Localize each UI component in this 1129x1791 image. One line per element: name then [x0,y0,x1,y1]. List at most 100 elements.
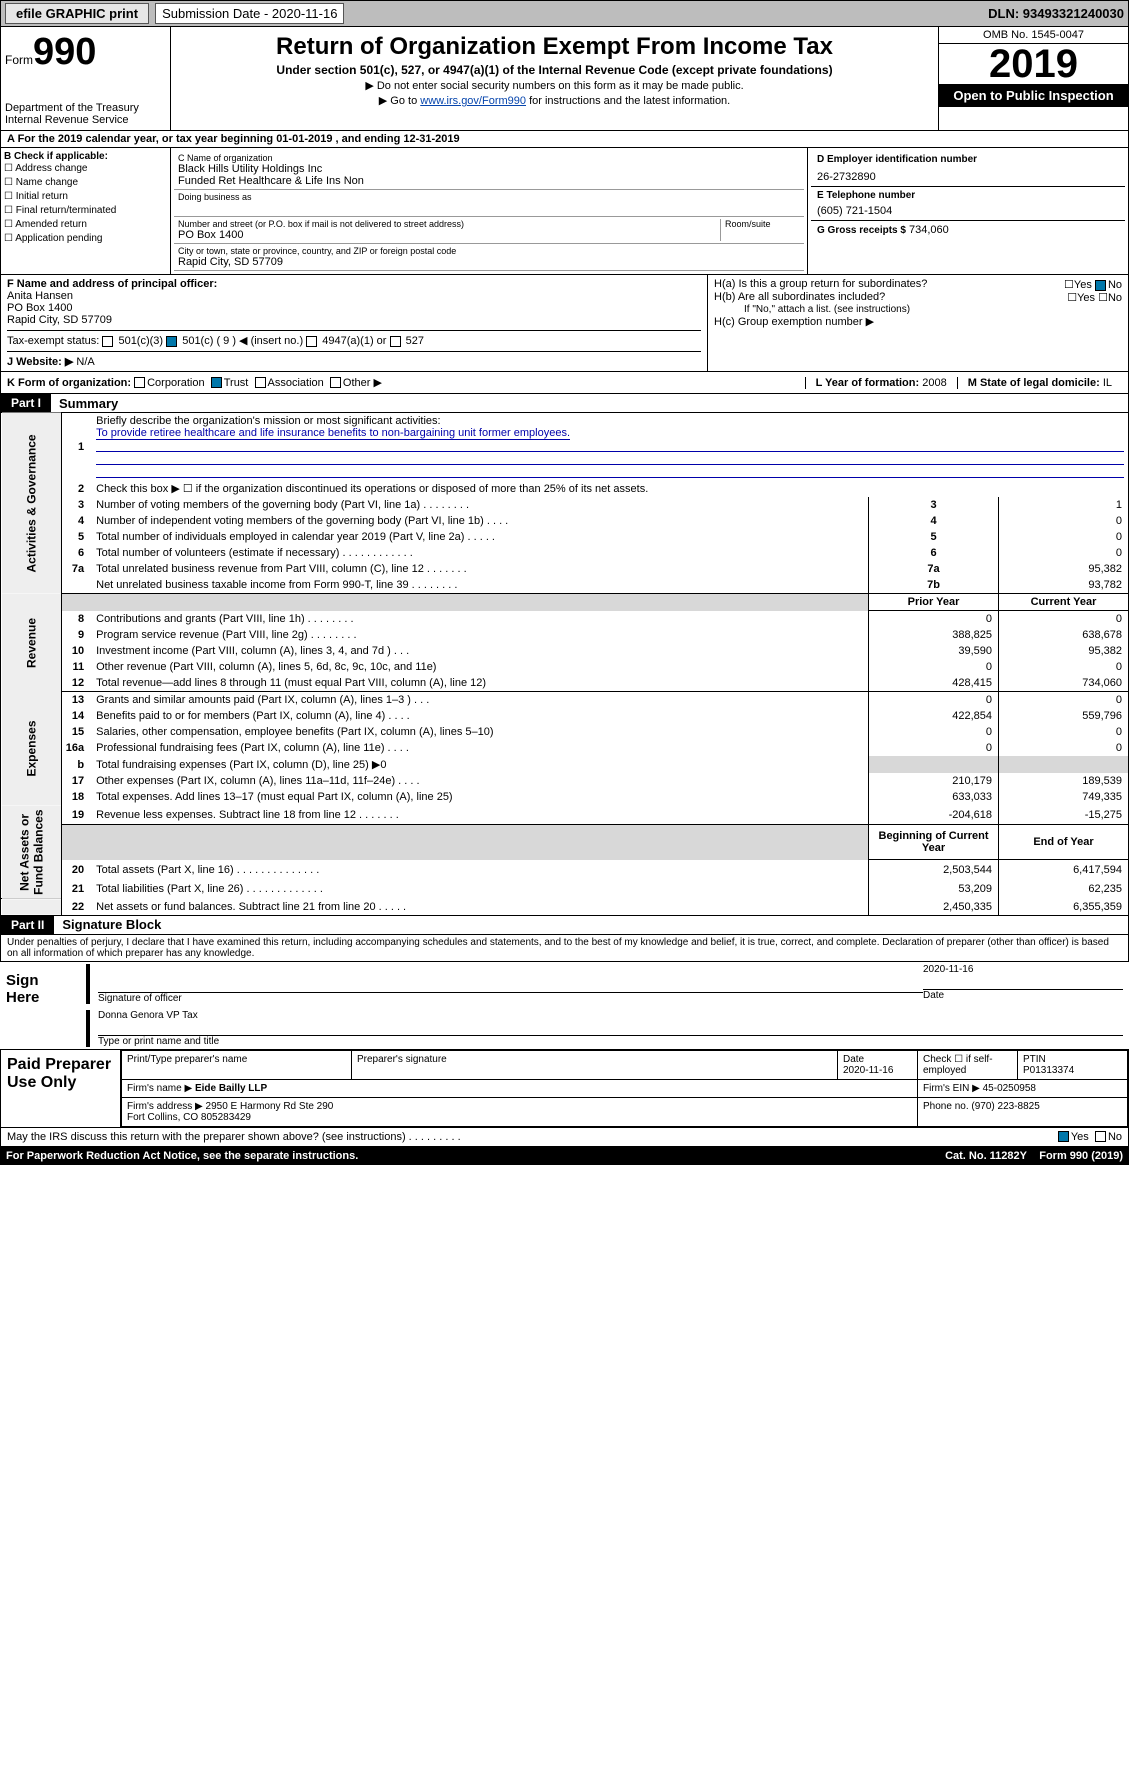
name-title-label: Type or print name and title [98,1036,219,1047]
line-3: Number of voting members of the governin… [90,497,868,513]
officer-addr1: PO Box 1400 [7,302,701,314]
chk-name[interactable]: ☐ Name change [4,176,167,190]
line-7b: Net unrelated business taxable income fr… [90,577,868,594]
val-3: 1 [999,497,1129,513]
paid-preparer-block: Paid Preparer Use Only Print/Type prepar… [0,1050,1129,1128]
addr-label: Number and street (or P.O. box if mail i… [178,219,720,229]
val-15: 0 [999,724,1129,740]
chk-trust[interactable] [211,377,222,388]
chk-address[interactable]: ☐ Address change [4,162,167,176]
public-inspection: Open to Public Inspection [939,84,1128,107]
val-6: 0 [999,545,1129,561]
chk-initial[interactable]: ☐ Initial return [4,190,167,204]
ssn-note: ▶ Do not enter social security numbers o… [179,79,930,92]
val-5: 0 [999,529,1129,545]
part1-header: Part I Summary [0,394,1129,413]
part1-label: Part I [1,394,51,412]
hdr-begin-year: Beginning of Current Year [869,825,999,860]
hdr-prior-year: Prior Year [869,594,999,611]
room-label: Room/suite [725,219,800,229]
part1-title: Summary [59,396,118,411]
link-note: ▶ Go to www.irs.gov/Form990 for instruct… [179,94,930,107]
val-16a: 0 [999,740,1129,756]
val-19: -15,275 [999,805,1129,825]
org-name: Black Hills Utility Holdings Inc Funded … [178,163,800,187]
ein: 26-2732890 [817,171,1119,183]
chk-amended[interactable]: ☐ Amended return [4,218,167,232]
line-11: Other revenue (Part VIII, column (A), li… [90,659,868,675]
city-label: City or town, state or province, country… [178,246,800,256]
year-formation: 2008 [922,377,946,389]
box-c: C Name of organizationBlack Hills Utilit… [171,148,808,274]
val-13: 0 [999,692,1129,709]
form-subtitle: Under section 501(c), 527, or 4947(a)(1)… [179,63,930,77]
ha-no[interactable] [1095,280,1106,291]
line-9: Program service revenue (Part VIII, line… [90,627,868,643]
form-number: 990 [33,31,96,73]
line-7a: Total unrelated business revenue from Pa… [90,561,868,577]
line-22: Net assets or fund balances. Subtract li… [90,899,868,916]
section-a: B Check if applicable: ☐ Address change … [0,148,1129,275]
val-7b: 93,782 [999,577,1129,594]
line-12: Total revenue—add lines 8 through 11 (mu… [90,675,868,692]
tax-year: 2019 [939,44,1128,84]
chk-501c3[interactable] [102,336,113,347]
gross-label: G Gross receipts $ [817,225,906,236]
hdr-end-year: End of Year [999,825,1129,860]
chk-pending[interactable]: ☐ Application pending [4,232,167,246]
efile-print-button[interactable]: efile GRAPHIC print [5,3,149,24]
discuss-no[interactable] [1095,1131,1106,1142]
sidebar-expenses: Expenses [1,692,62,806]
h-c: H(c) Group exemption number ▶ [714,315,1122,328]
chk-final[interactable]: ☐ Final return/terminated [4,204,167,218]
org-name-label: C Name of organization [178,153,800,163]
line-18: Total expenses. Add lines 13–17 (must eq… [90,789,868,805]
discuss-yes[interactable] [1058,1131,1069,1142]
chk-4947[interactable] [306,336,317,347]
submission-date: Submission Date - 2020-11-16 [155,3,344,24]
sign-here-label: Sign Here [0,962,80,1049]
line-10: Investment income (Part VIII, column (A)… [90,643,868,659]
val-12: 734,060 [999,675,1129,692]
tel: (605) 721-1504 [817,205,1119,217]
chk-assoc[interactable] [255,377,266,388]
sidebar-revenue: Revenue [1,594,62,692]
line-16b: Total fundraising expenses (Part IX, col… [90,756,868,773]
state-domicile: IL [1103,377,1112,389]
mission-label: Briefly describe the organization's miss… [96,415,440,427]
chk-501c[interactable] [166,336,177,347]
line-16a: Professional fundraising fees (Part IX, … [90,740,868,756]
line-21: Total liabilities (Part X, line 26) . . … [90,880,868,899]
line-2: Check this box ▶ ☐ if the organization d… [90,480,1128,497]
officer-name: Anita Hansen [7,290,701,302]
tel-label: E Telephone number [817,190,1119,201]
paid-preparer-label: Paid Preparer Use Only [1,1050,121,1127]
part2-title: Signature Block [62,917,161,932]
h-b: H(b) Are all subordinates included? [714,291,1067,304]
box-b-header: B Check if applicable: [4,151,167,162]
line-5: Total number of individuals employed in … [90,529,868,545]
chk-527[interactable] [390,336,401,347]
irs-link[interactable]: www.irs.gov/Form990 [420,95,526,107]
hdr-current-year: Current Year [999,594,1129,611]
part2-label: Part II [1,916,54,934]
line-20: Total assets (Part X, line 16) . . . . .… [90,860,868,880]
val-9: 638,678 [999,627,1129,643]
form-label: Form [5,53,33,67]
chk-corp[interactable] [134,377,145,388]
pra-notice: For Paperwork Reduction Act Notice, see … [6,1150,358,1162]
ein-label: D Employer identification number [817,154,1119,165]
chk-other[interactable] [330,377,341,388]
website-label: J Website: ▶ [7,356,73,368]
self-employed-check[interactable]: Check ☐ if self-employed [918,1050,1018,1079]
line-17: Other expenses (Part IX, column (A), lin… [90,773,868,789]
val-7a: 95,382 [999,561,1129,577]
box-f-label: F Name and address of principal officer: [7,278,217,290]
website-value: N/A [76,356,94,368]
top-toolbar: efile GRAPHIC print Submission Date - 20… [0,0,1129,27]
h-b-note: If "No," attach a list. (see instruction… [714,304,1122,315]
val-18: 749,335 [999,789,1129,805]
discuss-question: May the IRS discuss this return with the… [7,1131,461,1143]
prep-date: 2020-11-16 [843,1065,893,1076]
line-k: K Form of organization: Corporation Trus… [0,372,1129,394]
